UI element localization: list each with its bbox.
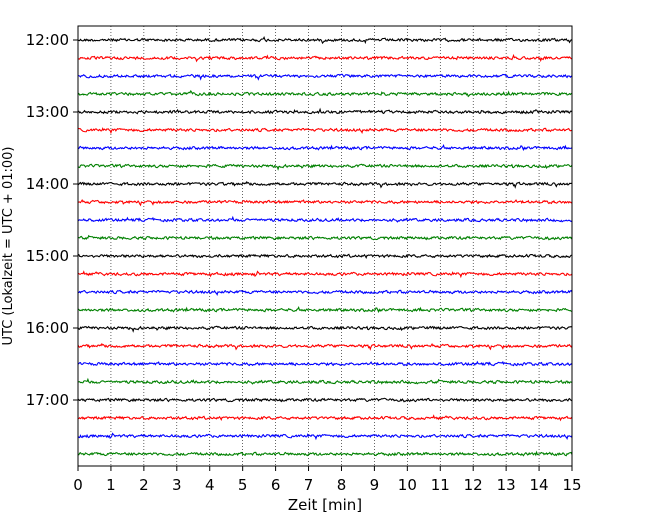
trace-line: [77, 53, 573, 63]
y-axis-label: UTC (Lokalzeit = UTC + 01:00): [1, 147, 16, 346]
y-axis-ticks: 12:00 13:00 14:00 15:00 16:00 17:00: [26, 31, 78, 409]
y-tick-label: 17:00: [26, 391, 69, 409]
trace-line: [77, 89, 573, 98]
plot-frame: [77, 25, 573, 467]
x-tick-label: 10: [398, 476, 417, 494]
x-tick-label: 7: [304, 476, 314, 494]
x-tick-label: 12: [464, 476, 483, 494]
trace-line: [77, 36, 573, 45]
x-tick-label: 4: [205, 476, 215, 494]
trace-line: [77, 432, 573, 441]
x-tick-label: 15: [562, 476, 581, 494]
trace-line: [77, 450, 573, 457]
y-tick-label: 12:00: [26, 31, 69, 49]
trace-line: [77, 127, 573, 135]
x-gridlines: [110, 26, 540, 466]
y-tick-label: 13:00: [26, 103, 69, 121]
x-tick-label: 1: [106, 476, 116, 494]
x-tick-label: 11: [431, 476, 450, 494]
x-tick-label: 3: [172, 476, 182, 494]
trace-line: [77, 289, 573, 296]
x-tick-label: 5: [238, 476, 248, 494]
x-tick-label: 2: [139, 476, 149, 494]
trace-line: [77, 306, 573, 314]
x-tick-label: 0: [73, 476, 83, 494]
y-tick-label: 14:00: [26, 175, 69, 193]
trace-line: [77, 180, 573, 189]
trace-line: [77, 342, 573, 351]
trace-line: [77, 215, 573, 223]
trace-line: [77, 414, 573, 422]
trace-line: [77, 234, 573, 241]
trace-line: [77, 360, 573, 367]
x-tick-label: 13: [497, 476, 516, 494]
trace-line: [77, 144, 573, 152]
trace-line: [77, 397, 573, 403]
trace-line: [77, 73, 573, 81]
y-tick-label: 16:00: [26, 319, 69, 337]
trace-line: [77, 325, 573, 333]
trace-line: [77, 377, 573, 385]
trace-line: [77, 199, 573, 207]
trace-line: [77, 270, 573, 279]
y-tick-label: 15:00: [26, 247, 69, 265]
x-tick-label: 8: [337, 476, 347, 494]
x-axis-label: Zeit [min]: [288, 496, 362, 514]
x-tick-label: 9: [370, 476, 380, 494]
trace-line: [77, 107, 573, 115]
x-axis-ticks: 0 1 2 3 4 5 6 7 8 9 10 11 12 13 14 15: [73, 466, 582, 494]
trace-line: [77, 253, 573, 259]
seismic-traces: [77, 36, 573, 457]
x-tick-label: 6: [271, 476, 281, 494]
x-tick-label: 14: [530, 476, 549, 494]
trace-line: [77, 163, 573, 171]
